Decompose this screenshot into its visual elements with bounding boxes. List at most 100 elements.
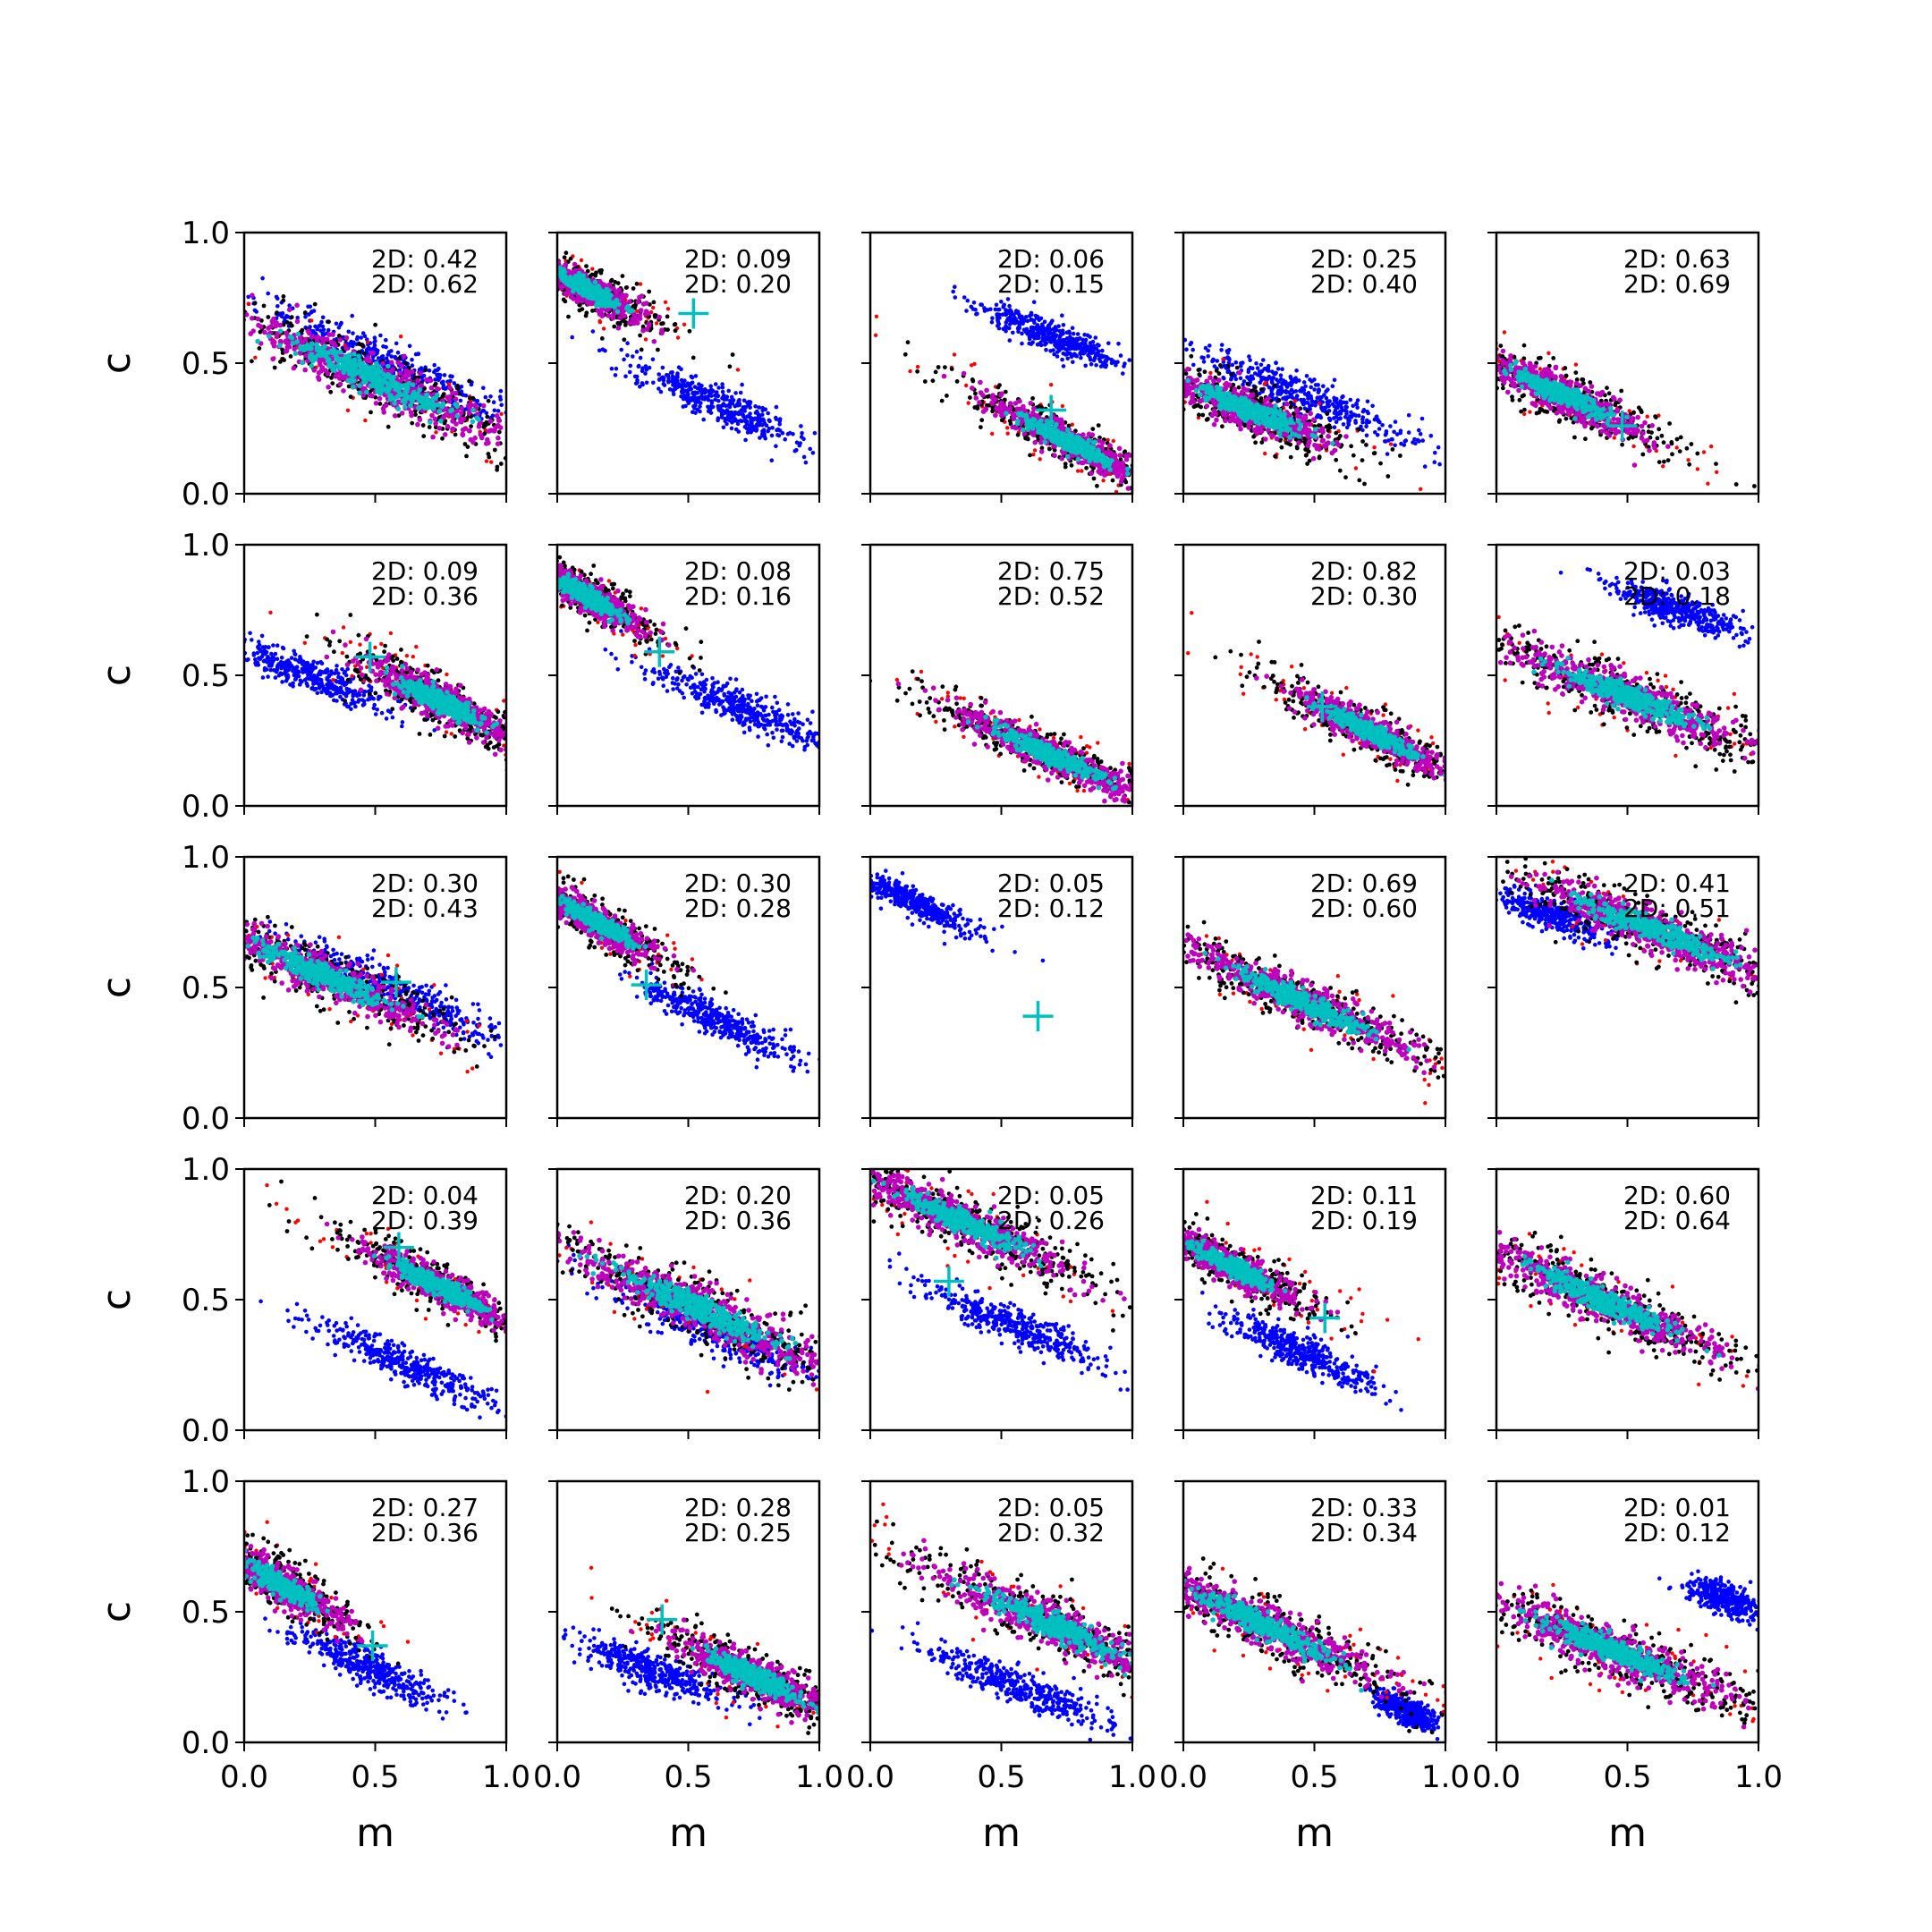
sample-point — [548, 259, 553, 264]
sample-point — [794, 448, 799, 453]
sample-point — [1135, 472, 1140, 478]
sample-point — [409, 413, 414, 419]
sample-point — [394, 355, 398, 360]
sample-point — [1157, 482, 1163, 487]
sample-point — [527, 264, 531, 268]
sample-point — [530, 254, 535, 258]
sample-point — [278, 360, 283, 364]
sample-point — [652, 301, 657, 305]
sample-point — [86, 239, 89, 242]
sample-point — [352, 360, 358, 366]
sample-point — [389, 360, 394, 365]
sample-point — [875, 315, 878, 318]
sample-point — [326, 371, 331, 377]
sample-point — [1025, 332, 1030, 336]
sample-point — [543, 448, 547, 453]
sample-point — [618, 321, 623, 326]
sample-point — [370, 351, 376, 356]
sample-point — [540, 271, 546, 276]
sample-point — [188, 268, 192, 273]
sample-point — [1140, 454, 1144, 458]
sample-point — [610, 367, 614, 371]
sample-point — [550, 268, 555, 274]
sample-point — [570, 335, 574, 340]
sample-point — [990, 316, 995, 320]
sample-point — [1197, 508, 1201, 513]
sample-point — [496, 409, 501, 413]
sample-point — [328, 390, 333, 394]
sample-point — [475, 416, 480, 421]
sample-point — [525, 258, 530, 262]
sample-point — [721, 395, 725, 400]
sample-point — [908, 369, 911, 373]
sample-point — [509, 450, 514, 455]
sample-point — [639, 308, 644, 313]
sample-point — [552, 266, 557, 271]
sample-point — [682, 323, 686, 326]
sample-point — [357, 350, 361, 354]
sample-point — [538, 275, 542, 278]
sample-point — [508, 460, 512, 463]
sample-point — [1145, 477, 1149, 481]
sample-point — [1047, 336, 1052, 341]
sample-point — [644, 301, 649, 306]
sample-point — [395, 360, 401, 366]
sample-point — [657, 377, 662, 382]
sample-point — [71, 218, 75, 223]
sample-point — [990, 320, 995, 325]
sample-point — [454, 413, 460, 419]
sample-point — [640, 383, 645, 387]
sample-point — [976, 404, 980, 409]
sample-point — [495, 468, 499, 472]
sample-point — [493, 243, 497, 248]
sample-point — [337, 334, 342, 338]
sample-point — [406, 373, 411, 378]
sample-point — [1031, 335, 1036, 339]
sample-point — [734, 428, 739, 432]
sample-point — [275, 310, 279, 315]
sample-point — [349, 394, 353, 399]
sample-point — [416, 406, 421, 411]
sample-point — [458, 419, 463, 425]
sample-point — [564, 462, 569, 467]
sample-point — [552, 258, 556, 263]
sample-point — [447, 386, 453, 391]
sample-point — [635, 282, 640, 286]
sample-point — [184, 286, 189, 291]
sample-point — [453, 396, 459, 402]
sample-point — [1167, 505, 1172, 510]
sample-point — [355, 337, 360, 342]
sample-point — [974, 395, 979, 401]
sample-point — [639, 356, 643, 360]
sample-point — [1106, 341, 1111, 345]
sample-point — [984, 388, 989, 394]
sample-point — [962, 295, 967, 300]
sample-point — [1135, 483, 1140, 488]
sample-point — [730, 413, 734, 418]
sample-point — [940, 399, 945, 403]
sample-point — [295, 319, 301, 325]
sample-point — [470, 419, 476, 425]
stat-annotation: 2D: 0.20 — [684, 269, 792, 299]
sample-point — [485, 415, 489, 419]
sample-point — [903, 352, 908, 357]
sample-point — [513, 450, 517, 454]
sample-point — [381, 344, 386, 349]
sample-point — [973, 392, 978, 396]
sample-point — [644, 337, 648, 341]
sample-point — [775, 417, 779, 421]
sample-point — [663, 383, 667, 387]
sample-point — [454, 404, 460, 410]
sample-point — [1135, 475, 1139, 479]
sample-point — [674, 328, 678, 333]
sample-point — [546, 264, 550, 268]
sample-point — [623, 374, 628, 378]
sample-point — [730, 420, 734, 425]
sample-point — [906, 340, 911, 344]
sample-point — [436, 409, 442, 414]
sample-point — [1152, 473, 1157, 479]
sample-point — [214, 321, 219, 326]
sample-point — [1055, 354, 1060, 359]
sample-point — [640, 293, 645, 299]
sample-point — [284, 349, 290, 354]
